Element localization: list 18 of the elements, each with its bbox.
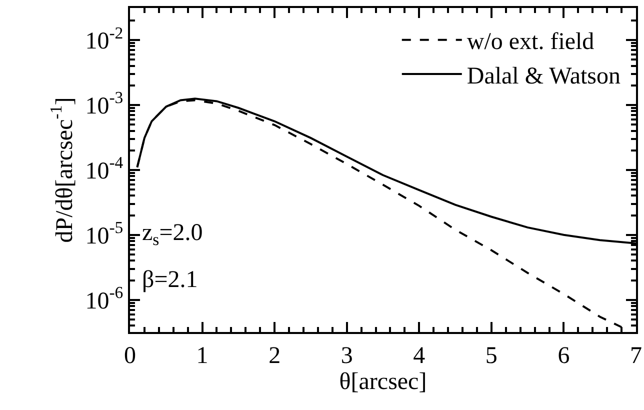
y-tick-label: 10$^{-2}$ xyxy=(85,23,124,54)
x-tick-label: 2 xyxy=(268,342,281,369)
x-tick-label: 6 xyxy=(558,342,570,369)
legend-label: w/o ext. field xyxy=(466,29,594,56)
y-tick-label: 10$^{-3}$ xyxy=(85,88,124,120)
x-tick-label: 7 xyxy=(630,342,642,369)
x-axis-title: θ[arcsec] xyxy=(339,368,427,395)
annotation: z$_{s}$=2.0 xyxy=(142,220,203,250)
x-tick-label: 1 xyxy=(196,342,208,369)
x-tick-label: 0 xyxy=(124,342,136,369)
y-tick-label: 10$^{-6}$ xyxy=(85,283,124,314)
x-tick-label: 4 xyxy=(413,342,426,369)
x-tick-label: 5 xyxy=(485,342,498,369)
legend-label: Dalal & Watson xyxy=(466,63,620,90)
y-tick-label: 10$^{-5}$ xyxy=(85,218,124,250)
x-tick-label: 3 xyxy=(340,342,353,369)
annotation: β=2.1 xyxy=(142,267,198,293)
y-tick-label: 10$^{-4}$ xyxy=(85,153,124,184)
